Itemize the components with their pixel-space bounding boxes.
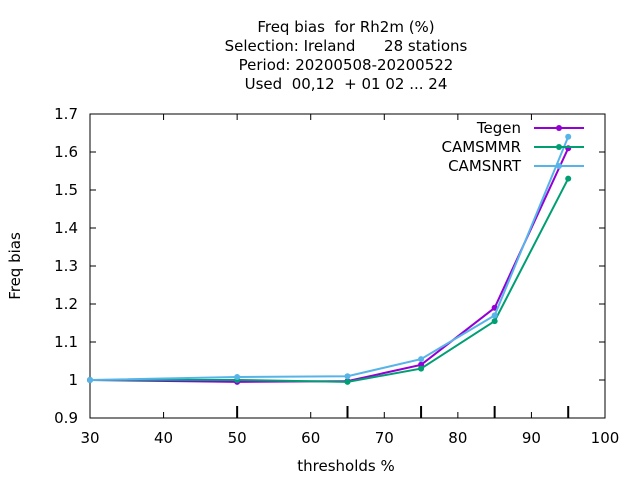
data-point-camsmmr — [344, 378, 351, 385]
series-line-camsnrt — [89, 136, 570, 381]
y-tick-label: 1.6 — [54, 143, 78, 161]
title-line-4: Used 00,12 + 01 02 ... 24 — [244, 75, 448, 93]
y-tick-label: 1.4 — [54, 219, 78, 237]
x-tick-label: 40 — [154, 429, 173, 447]
title-line-3: Period: 20200508-20200522 — [238, 56, 454, 74]
x-tick-label: 50 — [228, 429, 247, 447]
data-point-camsmmr — [565, 175, 572, 182]
legend-marker-camsmmr — [556, 144, 562, 150]
data-point-camsnrt — [565, 133, 572, 140]
data-point-camsnrt — [418, 356, 425, 363]
x-tick-label: 30 — [80, 429, 99, 447]
x-tick-label: 70 — [375, 429, 394, 447]
y-tick-label: 1.1 — [54, 333, 78, 351]
x-tick-label: 100 — [591, 429, 620, 447]
y-tick-label: 1.2 — [54, 295, 78, 313]
y-axis-label: Freq bias — [6, 232, 24, 300]
title-line-2: Selection: Ireland 28 stations — [224, 37, 468, 55]
x-axis-label: thresholds % — [297, 457, 394, 475]
x-tick-label: 80 — [448, 429, 467, 447]
title-line-1: Freq bias for Rh2m (%) — [257, 18, 435, 36]
data-point-camsnrt — [234, 373, 241, 380]
y-tick-label: 1.5 — [54, 181, 78, 199]
axis-ticks: 30 40 50 60 70 80 90 100 0.9 1 1.1 1.2 1.3 1.4 1.5 1.6 1… — [54, 105, 619, 447]
data-point-camsnrt — [344, 373, 351, 380]
series-line-tegen — [89, 147, 570, 383]
series-line-camsmmr — [90, 178, 570, 383]
x-tick-label: 60 — [301, 429, 320, 447]
y-tick-label: 1 — [68, 371, 78, 389]
legend-label-camsmmr: CAMSMMR — [441, 138, 521, 156]
plot-frame — [89, 113, 606, 419]
legend-marker-camsnrt — [556, 163, 562, 169]
x-tick-label: 90 — [522, 429, 541, 447]
legend-label-tegen: Tegen — [476, 119, 521, 137]
legend-label-camsnrt: CAMSNRT — [448, 157, 522, 175]
data-point-camsnrt — [491, 312, 498, 319]
y-tick-label: 1.3 — [54, 257, 78, 275]
series-layer — [87, 133, 572, 385]
legend-marker-tegen — [556, 125, 562, 131]
data-point-camsmmr — [491, 318, 498, 325]
y-tick-label: 1.7 — [54, 105, 78, 123]
data-point-camsmmr — [418, 365, 425, 372]
data-point-camsnrt — [87, 377, 93, 383]
y-tick-label: 0.9 — [54, 409, 78, 427]
